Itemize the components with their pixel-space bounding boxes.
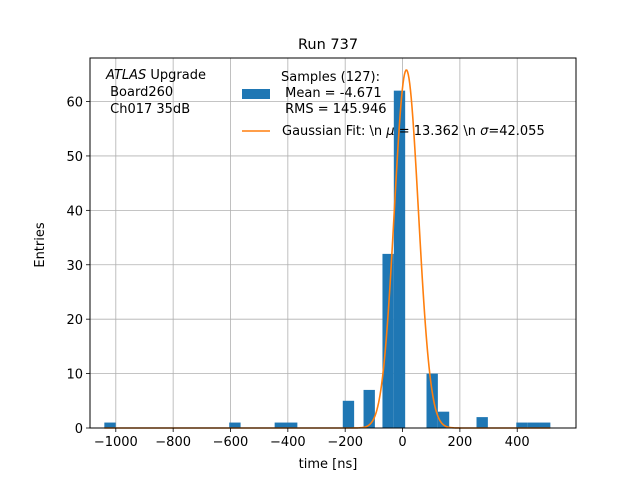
y-tick-label: 60 bbox=[66, 96, 83, 111]
x-tick-label: −200 bbox=[327, 435, 363, 450]
histogram-bar bbox=[274, 422, 287, 428]
annotation-line-2: Board260 bbox=[106, 85, 173, 100]
axes-frame bbox=[89, 57, 577, 429]
histogram-bar bbox=[363, 389, 375, 428]
histogram-bar bbox=[476, 417, 488, 428]
annotation-atlas: ATLAS bbox=[105, 68, 146, 83]
legend-hist-swatch bbox=[242, 89, 270, 99]
atlas-annotation: ATLAS Upgrade Board260 Ch017 35dB bbox=[105, 68, 206, 117]
legend-hist-line-2: Mean = -4.671 bbox=[281, 86, 382, 101]
x-tick-label: −400 bbox=[270, 435, 306, 450]
histogram-bar bbox=[426, 373, 438, 428]
y-tick-label: 50 bbox=[66, 150, 83, 165]
y-axis-label: Entries bbox=[33, 222, 48, 268]
x-axis-label: time [ns] bbox=[299, 457, 358, 472]
y-tick-label: 10 bbox=[66, 368, 83, 383]
legend-hist-line-1: Samples (127): bbox=[281, 70, 380, 85]
legend-fit-mu: μ bbox=[385, 124, 394, 139]
axis-ticks: −1000 −800 −600 −400 −200 0 200 400 0 10 20 30 40 50 6… bbox=[66, 96, 529, 450]
legend-fit-post: =42.055 bbox=[488, 124, 544, 139]
x-tick-label: −600 bbox=[213, 435, 249, 450]
y-tick-label: 30 bbox=[66, 259, 83, 274]
x-tick-label: 0 bbox=[398, 435, 406, 450]
legend-fit-label: Gaussian Fit: \n μ = 13.362 \n σ=42.055 bbox=[282, 124, 545, 139]
annotation-upgrade: Upgrade bbox=[146, 68, 206, 83]
histogram-bar bbox=[516, 422, 528, 428]
histogram-bar bbox=[104, 422, 116, 428]
histogram-bar bbox=[286, 422, 298, 428]
y-tick-label: 0 bbox=[75, 422, 83, 437]
histogram-bars bbox=[104, 90, 551, 428]
x-tick-label: −1000 bbox=[94, 435, 138, 450]
annotation-line-3: Ch017 35dB bbox=[106, 102, 190, 117]
x-tick-label: 400 bbox=[505, 435, 530, 450]
legend-fit-mid: = 13.362 \n bbox=[395, 124, 481, 139]
x-tick-label: 200 bbox=[447, 435, 472, 450]
histogram-bar bbox=[539, 422, 551, 428]
y-tick-label: 20 bbox=[66, 313, 83, 328]
histogram-bar bbox=[393, 90, 406, 428]
histogram-bar bbox=[437, 411, 450, 428]
chart-title: Run 737 bbox=[298, 37, 358, 53]
x-tick-label: −800 bbox=[155, 435, 191, 450]
legend-fit-sigma: σ bbox=[480, 124, 489, 139]
histogram-bar bbox=[382, 253, 394, 428]
legend: Samples (127): Mean = -4.671 RMS = 145.9… bbox=[242, 70, 545, 139]
legend-hist-line-3: RMS = 145.946 bbox=[281, 102, 387, 117]
y-tick-label: 40 bbox=[66, 204, 83, 219]
histogram-bar bbox=[229, 422, 241, 428]
legend-fit-pre: Gaussian Fit: \n bbox=[282, 124, 386, 139]
histogram-bar bbox=[527, 422, 540, 428]
annotation-line-1: ATLAS Upgrade bbox=[105, 68, 206, 83]
histogram-bar bbox=[342, 400, 355, 428]
